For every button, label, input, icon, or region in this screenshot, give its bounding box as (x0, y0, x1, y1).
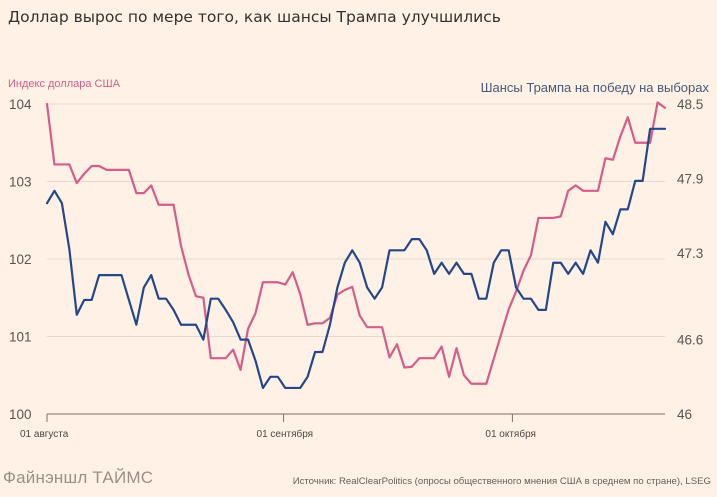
left-tick-label: 104 (9, 97, 32, 112)
footer-logo: Файнэншл ТАЙМС (3, 468, 153, 487)
right-axis-label: Шансы Трампа на победу на выборах (481, 80, 710, 95)
x-tick-label: 01 сентября (257, 428, 314, 440)
chart-title: Доллар вырос по мере того, как шансы Тра… (8, 8, 501, 26)
trump-odds-line (45, 127, 667, 390)
dollar-index-line (45, 101, 667, 385)
x-tick-label: 01 августа (20, 429, 69, 440)
right-tick-label: 46 (677, 407, 692, 422)
left-tick-label: 102 (9, 252, 32, 267)
left-tick-label: 101 (9, 330, 32, 345)
left-tick-label: 100 (9, 407, 32, 422)
left-y-axis-ticks: 100 101 102 103 104 (9, 97, 32, 422)
right-tick-label: 47.9 (677, 171, 703, 186)
left-tick-label: 103 (9, 175, 32, 190)
grid-lines (47, 103, 665, 337)
right-y-axis-ticks: 46 46.6 47.3 47.9 48.5 (677, 97, 703, 422)
x-tick-label: 01 октября (485, 428, 536, 440)
right-tick-label: 47.3 (677, 246, 703, 261)
series-layer (45, 101, 667, 390)
right-tick-label: 48.5 (677, 97, 703, 112)
footer-source: Источник: RealClearPolitics (опросы обще… (293, 476, 711, 487)
right-tick-label: 46.6 (677, 333, 703, 348)
x-axis-ticks: 01 августа 01 сентября 01 октября (20, 414, 536, 440)
left-axis-label: Индекс доллара США (8, 78, 121, 90)
